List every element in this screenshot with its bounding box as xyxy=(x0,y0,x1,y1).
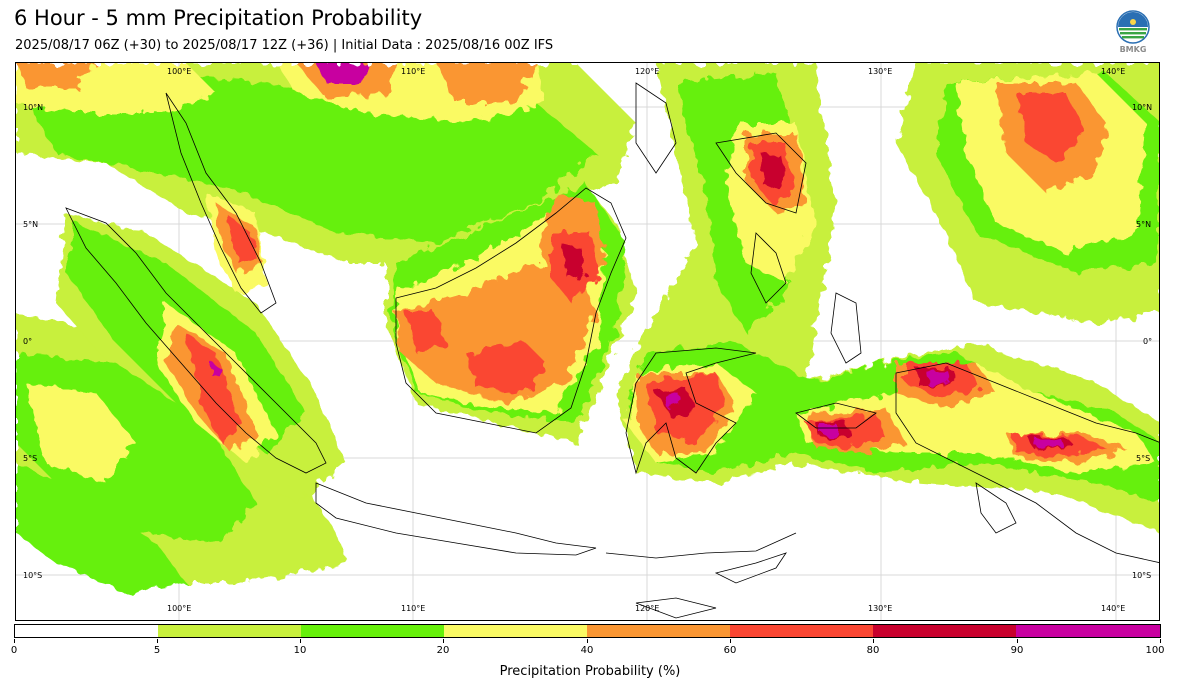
colorbar-tick xyxy=(730,639,731,643)
map-canvas xyxy=(16,63,1159,620)
map-subtitle: 2025/08/17 06Z (+30) to 2025/08/17 12Z (… xyxy=(15,38,554,53)
lat-tick-right: 10°S xyxy=(1132,571,1152,580)
colorbar-segment xyxy=(158,625,301,637)
colorbar-segment xyxy=(730,625,873,637)
colorbar-tick xyxy=(157,639,158,643)
lon-tick-bottom: 140°E xyxy=(1101,604,1126,613)
colorbar-segment xyxy=(873,625,1016,637)
lat-tick-right: 10°N xyxy=(1132,103,1153,112)
lon-tick-top: 110°E xyxy=(401,67,426,76)
colorbar-tick-label: 90 xyxy=(1010,645,1024,656)
logo-text: BMKG xyxy=(1119,45,1147,54)
colorbar-tick-label: 5 xyxy=(153,645,161,656)
lon-tick-bottom: 130°E xyxy=(868,604,893,613)
lon-tick-bottom: 110°E xyxy=(401,604,426,613)
colorbar-segment xyxy=(444,625,587,637)
colorbar-tick xyxy=(1017,639,1018,643)
lat-tick-left: 0° xyxy=(23,337,33,346)
colorbar-segment xyxy=(301,625,444,637)
lon-tick-top: 100°E xyxy=(167,67,192,76)
colorbar-tick-label: 0 xyxy=(10,645,18,656)
probability-shading xyxy=(16,63,1159,593)
colorbar-tick xyxy=(14,639,15,643)
colorbar xyxy=(14,624,1161,638)
colorbar-tick xyxy=(300,639,301,643)
colorbar-tick-label: 10 xyxy=(293,645,307,656)
lat-tick-right: 5°N xyxy=(1136,220,1152,229)
colorbar-tick-label: 80 xyxy=(866,645,880,656)
colorbar-tick xyxy=(873,639,874,643)
colorbar-tick xyxy=(1160,639,1161,643)
colorbar-tick-label: 40 xyxy=(580,645,594,656)
colorbar-label: Precipitation Probability (%) xyxy=(499,664,681,679)
lat-tick-left: 10°S xyxy=(23,571,43,580)
bmkg-logo: BMKG xyxy=(1112,10,1154,56)
precipitation-map: 100°E 110°E 120°E 130°E 140°E 100°E 110°… xyxy=(15,62,1160,621)
lon-tick-bottom: 120°E xyxy=(635,604,660,613)
lat-tick-left: 5°S xyxy=(23,454,38,463)
lat-tick-right: 5°S xyxy=(1136,454,1151,463)
colorbar-tick-label: 60 xyxy=(723,645,737,656)
colorbar-segment xyxy=(587,625,730,637)
colorbar-segment xyxy=(15,625,158,637)
coastlines xyxy=(65,82,1159,619)
lat-tick-right: 0° xyxy=(1143,337,1153,346)
lat-tick-left: 5°N xyxy=(23,220,39,229)
colorbar-segment xyxy=(1016,625,1160,637)
colorbar-tick-label: 100 xyxy=(1145,645,1165,656)
lat-tick-left: 10°N xyxy=(23,103,44,112)
colorbar-tick-label: 20 xyxy=(436,645,450,656)
map-title: 6 Hour - 5 mm Precipitation Probability xyxy=(14,6,423,30)
lon-tick-bottom: 100°E xyxy=(167,604,192,613)
colorbar-tick xyxy=(587,639,588,643)
lon-tick-top: 140°E xyxy=(1101,67,1126,76)
colorbar-tick xyxy=(443,639,444,643)
lon-tick-top: 120°E xyxy=(635,67,660,76)
lon-tick-top: 130°E xyxy=(868,67,893,76)
